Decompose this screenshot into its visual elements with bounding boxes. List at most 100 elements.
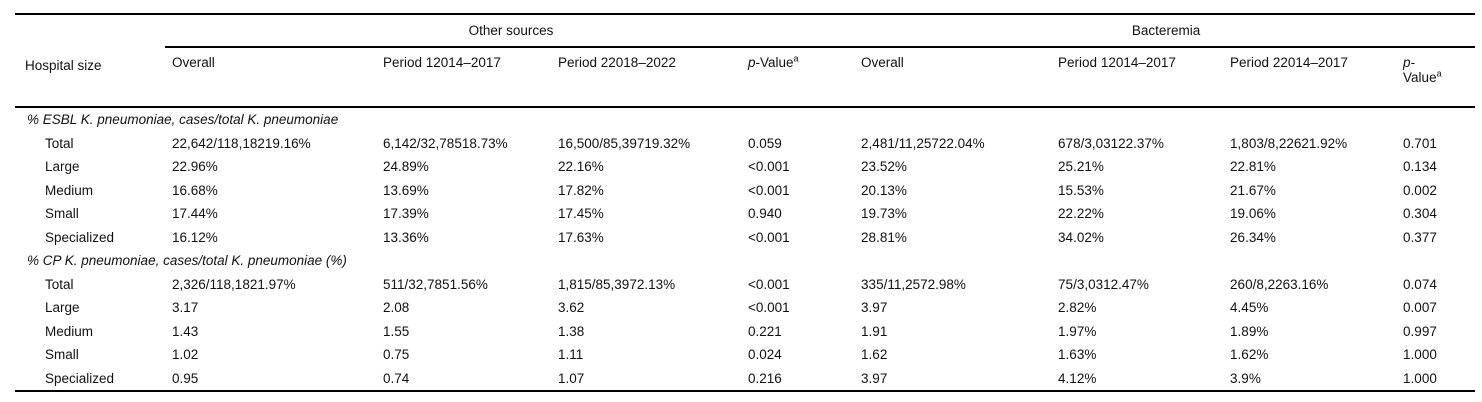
data-cell: 17.82% [558, 182, 604, 198]
data-cell: 0.74 [383, 370, 410, 386]
data-cell: 0.059 [748, 135, 782, 151]
data-cell: <0.001 [748, 182, 790, 198]
data-cell: 22.96% [172, 159, 218, 175]
data-cell: 3.62 [558, 300, 585, 316]
column-header-overall-other: Overall [165, 47, 376, 108]
data-cell: 260/8,2263.16% [1230, 276, 1329, 292]
group-header-other-sources: Other sources [165, 14, 855, 48]
row-label: Total [45, 135, 74, 151]
data-cell: 0.134 [1403, 159, 1437, 175]
table-body: % ESBL K. pneumoniae, cases/total K. pne… [15, 107, 1475, 391]
row-label: Small [45, 347, 79, 363]
data-cell: 0.024 [748, 347, 782, 363]
data-cell: 1.63% [1058, 347, 1097, 363]
data-cell: 1.97% [1058, 323, 1097, 339]
data-cell: 0.304 [1403, 206, 1437, 222]
data-cell: 1.43 [172, 323, 199, 339]
data-cell: 22.81% [1230, 159, 1276, 175]
table-row: Specialized 16.12% 13.36% 17.63% <0.001 28.81… [15, 226, 1475, 250]
data-cell: 6,142/32,78518.73% [383, 135, 508, 151]
data-cell: 678/3,03122.37% [1058, 135, 1164, 151]
p-value-footnote-marker: a [1436, 68, 1442, 79]
data-cell: 17.39% [383, 206, 429, 222]
data-cell: 1.55 [383, 323, 410, 339]
data-cell: 0.216 [748, 370, 782, 386]
section-header-row: % ESBL K. pneumoniae, cases/total K. pne… [15, 107, 1475, 132]
data-cell: 17.44% [172, 206, 218, 222]
group-header-bacteremia: Bacteremia [854, 14, 1476, 48]
data-cell: 17.63% [558, 229, 604, 245]
data-cell: 1.000 [1403, 347, 1437, 363]
data-cell: 16.12% [172, 229, 218, 245]
data-cell: 1.62 [861, 347, 888, 363]
data-cell: 1,803/8,22621.92% [1230, 135, 1348, 151]
data-cell: 335/11,2572.98% [861, 276, 966, 292]
table-row: Small 17.44% 17.39% 17.45% 0.940 19.73% 22.22%… [15, 202, 1475, 226]
data-cell: 511/32,7851.56% [383, 276, 488, 292]
data-cell: 15.53% [1058, 182, 1104, 198]
data-cell: 75/3,0312.47% [1058, 276, 1149, 292]
data-cell: 0.940 [748, 206, 782, 222]
p-value-italic: p [1403, 55, 1411, 70]
data-cell: 0.701 [1403, 135, 1437, 151]
data-cell: 1.07 [558, 370, 585, 386]
p-value-rest: -Value [755, 55, 794, 70]
corner-header-hospital-size: Hospital size [15, 14, 165, 108]
data-cell: 4.12% [1058, 370, 1097, 386]
data-cell: 0.074 [1403, 276, 1437, 292]
row-label: Medium [45, 323, 94, 339]
data-cell: 13.69% [383, 182, 429, 198]
group-header-row: Hospital size Other sources Bacteremia [15, 14, 1476, 108]
data-cell: 34.02% [1058, 229, 1104, 245]
column-header-period2-other: Period 22018–2022 [551, 47, 741, 108]
data-cell: 4.45% [1230, 300, 1269, 316]
data-cell: 0.95 [172, 370, 199, 386]
data-cell: 28.81% [861, 229, 907, 245]
data-cell: 1.91 [861, 323, 888, 339]
row-label: Medium [45, 182, 94, 198]
row-label: Large [45, 159, 80, 175]
p-value-footnote-marker: a [793, 53, 799, 64]
row-label: Total [45, 276, 74, 292]
column-header-p-value-other: p-Valuea [741, 47, 855, 108]
p-value-italic: p [748, 55, 756, 70]
table-row: Specialized 0.95 0.74 1.07 0.216 3.97 4.12% 3.9… [15, 367, 1475, 392]
data-cell: 19.06% [1230, 206, 1276, 222]
table-row: Total 2,326/118,1821.97% 511/32,7851.56% 1,… [15, 273, 1475, 297]
data-cell: 22.16% [558, 159, 604, 175]
data-cell: 1.000 [1403, 370, 1437, 386]
data-cell: 25.21% [1058, 159, 1104, 175]
data-cell: 3.97 [861, 300, 888, 316]
data-cell: 1.38 [558, 323, 585, 339]
data-cell: 16,500/85,39719.32% [558, 135, 691, 151]
data-cell: 0.007 [1403, 300, 1437, 316]
data-cell: 1.11 [558, 347, 584, 363]
data-cell: 19.73% [861, 206, 907, 222]
section-header-row: % CP K. pneumoniae, cases/total K. pneum… [15, 249, 1475, 273]
table-row: Large 22.96% 24.89% 22.16% <0.001 23.52% 25.21… [15, 155, 1475, 179]
data-cell: 17.45% [558, 206, 604, 222]
data-cell: 0.997 [1403, 323, 1437, 339]
table-row: Large 3.17 2.08 3.62 <0.001 3.97 2.82% 4.45% 0.0… [15, 296, 1475, 320]
data-cell: 21.67% [1230, 182, 1276, 198]
data-cell: 0.377 [1403, 229, 1437, 245]
data-cell: 3.9% [1230, 370, 1261, 386]
data-cell: <0.001 [748, 159, 790, 175]
column-header-period2-bacteremia: Period 22014–2017 [1223, 47, 1397, 108]
sub-header-row: Overall Period 12014–2017 Period 22018–2… [15, 47, 1476, 108]
data-cell: 0.002 [1403, 182, 1437, 198]
column-header-overall-bacteremia: Overall [854, 47, 1052, 108]
data-cell: 2.82% [1058, 300, 1097, 316]
data-cell: 1.62% [1230, 347, 1269, 363]
table-row: Medium 16.68% 13.69% 17.82% <0.001 20.13% 15.5… [15, 179, 1475, 203]
data-cell: 0.221 [748, 323, 782, 339]
data-cell: 22.22% [1058, 206, 1104, 222]
data-cell: 1.89% [1230, 323, 1269, 339]
data-cell: <0.001 [748, 276, 790, 292]
row-label: Specialized [45, 370, 115, 386]
row-label: Large [45, 300, 80, 316]
p-value-hyphen: - [1410, 55, 1416, 70]
column-header-period1-bacteremia: Period 12014–2017 [1051, 47, 1224, 108]
data-cell: 0.75 [383, 347, 410, 363]
table-row: Small 1.02 0.75 1.11 0.024 1.62 1.63% 1.62% 1.00… [15, 343, 1475, 367]
